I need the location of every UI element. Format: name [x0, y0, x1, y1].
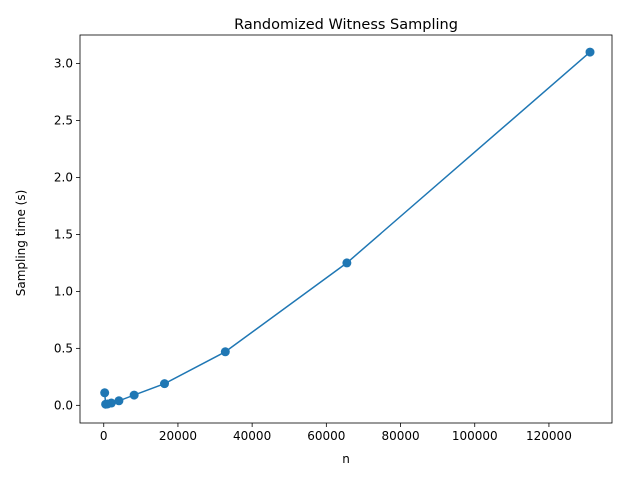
- data-point: [585, 47, 595, 57]
- x-tick-label: 20000: [159, 429, 197, 443]
- data-point: [100, 388, 110, 398]
- x-axis-label: n: [342, 452, 350, 466]
- data-point: [342, 258, 352, 268]
- plot-frame: [79, 34, 613, 424]
- data-point: [160, 379, 170, 389]
- data-point: [106, 398, 116, 408]
- y-tick-label: 0.0: [54, 398, 73, 412]
- x-tick-label: 0: [100, 429, 108, 443]
- y-tick-label: 1.5: [54, 227, 73, 241]
- y-tick-label: 3.0: [54, 56, 73, 70]
- x-tick-label: 80000: [381, 429, 419, 443]
- x-tick-label: 40000: [233, 429, 271, 443]
- data-point: [114, 396, 124, 406]
- y-axis-label: Sampling time (s): [14, 190, 28, 297]
- y-tick-label: 1.0: [54, 284, 73, 298]
- data-point: [220, 347, 230, 357]
- data-point: [129, 390, 139, 400]
- x-tick-label: 120000: [526, 429, 572, 443]
- y-tick-label: 2.5: [54, 113, 73, 127]
- y-tick-label: 0.5: [54, 341, 73, 355]
- axes: 0 20000 40000 60000 80000 100000 120000 0.0 0.5 1…: [54, 34, 613, 443]
- series-layer: [100, 47, 595, 409]
- chart-title: Randomized Witness Sampling: [234, 17, 458, 33]
- x-tick-label: 60000: [307, 429, 345, 443]
- series-line: [103, 51, 591, 405]
- x-tick-label: 100000: [452, 429, 498, 443]
- y-tick-label: 2.0: [54, 170, 73, 184]
